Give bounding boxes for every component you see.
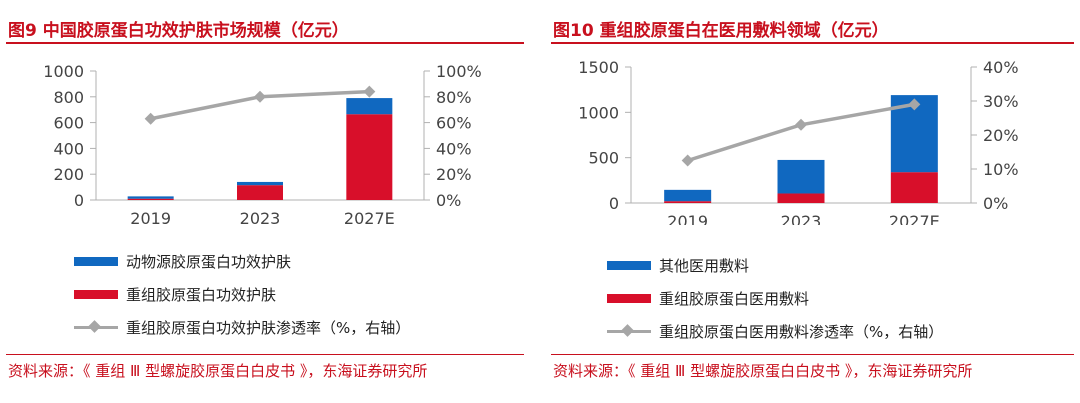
y2-tick-label: 30%	[983, 92, 1019, 111]
y-tick-label: 600	[53, 114, 84, 133]
bar-segment	[127, 198, 174, 200]
line-point-diamond	[363, 85, 376, 98]
legend-label: 重组胶原蛋白医用敷料渗透率（%，右轴）	[659, 322, 944, 341]
left-figure-panel: 图9 中国胶原蛋白功效护肤市场规模（亿元） 0 200 400 600 800 1000 0…	[0, 0, 530, 403]
bar-segment	[346, 98, 393, 115]
bar-segment	[664, 189, 712, 202]
y2-tick-label: 0%	[983, 194, 1008, 213]
left-legend: 动物源胶原蛋白功效护肤 重组胶原蛋白功效护肤 重组胶原蛋白功效护肤渗透率（%，右…	[74, 250, 514, 340]
legend-item-other-dressings: 其他医用敷料	[607, 254, 749, 276]
y2-tick-label: 80%	[436, 88, 472, 107]
line-point-diamond	[144, 112, 157, 125]
legend-label: 动物源胶原蛋白功效护肤	[126, 252, 292, 271]
x-tick-label: 2023	[781, 212, 822, 225]
legend-swatch-blue	[607, 260, 651, 270]
y2-tick-label: 10%	[983, 160, 1019, 179]
y2-tick-label: 40%	[983, 58, 1019, 77]
y2-tick-label: 40%	[436, 139, 472, 158]
legend-item-penetration: 重组胶原蛋白功效护肤渗透率（%，右轴）	[74, 316, 410, 338]
legend-label: 重组胶原蛋白功效护肤	[126, 285, 277, 304]
x-tick-label: 2027E	[889, 212, 940, 225]
legend-swatch-red	[74, 289, 118, 299]
x-tick-label: 2027E	[344, 209, 395, 225]
bar-segment	[127, 196, 174, 199]
right-chart: 0 500 1000 1500 0% 10% 20% 30% 40% 2019 2023 2027E	[578, 58, 1019, 225]
y-tick-label: 1500	[578, 58, 619, 77]
y-tick-label: 500	[588, 149, 619, 168]
bar-segment	[777, 193, 825, 203]
legend-line-diamond-icon	[607, 324, 651, 338]
legend-item-recombinant-dressings: 重组胶原蛋白医用敷料	[607, 287, 809, 309]
x-tick-label: 2019	[667, 212, 708, 225]
y-tick-label: 1000	[578, 103, 619, 122]
legend-label: 重组胶原蛋白医用敷料	[659, 289, 810, 308]
y2-tick-label: 60%	[436, 114, 472, 133]
y-tick-label: 200	[53, 165, 84, 184]
legend-label: 其他医用敷料	[659, 256, 750, 275]
bar-segment	[346, 114, 393, 200]
bar-segment	[777, 159, 825, 194]
line-point-diamond	[795, 118, 807, 131]
left-title-rule	[6, 42, 524, 44]
y-tick-label: 0	[609, 194, 619, 213]
left-source-note: 资料来源：《 重组 Ⅲ 型螺旋胶原蛋白白皮书 》，东海证券研究所	[8, 362, 428, 380]
x-tick-label: 2019	[130, 209, 171, 225]
bar-segment	[664, 201, 712, 203]
legend-item-recombinant: 重组胶原蛋白功效护肤	[74, 283, 276, 305]
line-point-diamond	[681, 154, 694, 167]
legend-swatch-blue	[74, 256, 118, 266]
right-figure-panel: 图10 重组胶原蛋白在医用敷料领域（亿元） 0 500 1000 1500 0% 10% 2…	[545, 0, 1080, 403]
line-point-diamond	[908, 98, 921, 111]
legend-item-penetration: 重组胶原蛋白医用敷料渗透率（%，右轴）	[607, 320, 943, 342]
left-source-rule	[6, 354, 524, 355]
right-title-rule	[551, 42, 1074, 44]
y-tick-label: 400	[53, 139, 84, 158]
bar-segment	[237, 181, 283, 186]
y-tick-label: 800	[53, 88, 84, 107]
y2-tick-label: 20%	[983, 126, 1019, 145]
right-figure-title: 图10 重组胶原蛋白在医用敷料领域（亿元）	[553, 21, 889, 41]
right-legend: 其他医用敷料 重组胶原蛋白医用敷料 重组胶原蛋白医用敷料渗透率（%，右轴）	[607, 254, 1067, 344]
y2-tick-label: 0%	[436, 191, 461, 210]
left-figure-title: 图9 中国胶原蛋白功效护肤市场规模（亿元）	[8, 21, 349, 41]
right-source-rule	[551, 354, 1074, 355]
line-point-diamond	[254, 90, 266, 103]
bar-segment	[890, 172, 938, 203]
y-tick-label: 0	[74, 191, 84, 210]
bar-segment	[237, 185, 283, 200]
legend-swatch-red	[607, 293, 651, 303]
y2-tick-label: 100%	[436, 62, 482, 81]
right-source-note: 资料来源：《 重组 Ⅲ 型螺旋胶原蛋白白皮书 》，东海证券研究所	[553, 362, 973, 380]
legend-label: 重组胶原蛋白功效护肤渗透率（%，右轴）	[126, 318, 411, 337]
x-tick-label: 2023	[240, 209, 281, 225]
penetration-line	[687, 102, 915, 163]
y-tick-label: 1000	[43, 62, 84, 81]
legend-line-diamond-icon	[74, 320, 118, 334]
legend-item-animal-source: 动物源胶原蛋白功效护肤	[74, 250, 291, 272]
y2-tick-label: 20%	[436, 165, 472, 184]
left-chart: 0 200 400 600 800 1000 0% 20% 40% 60% 80% 100% 2019 2…	[43, 62, 482, 225]
